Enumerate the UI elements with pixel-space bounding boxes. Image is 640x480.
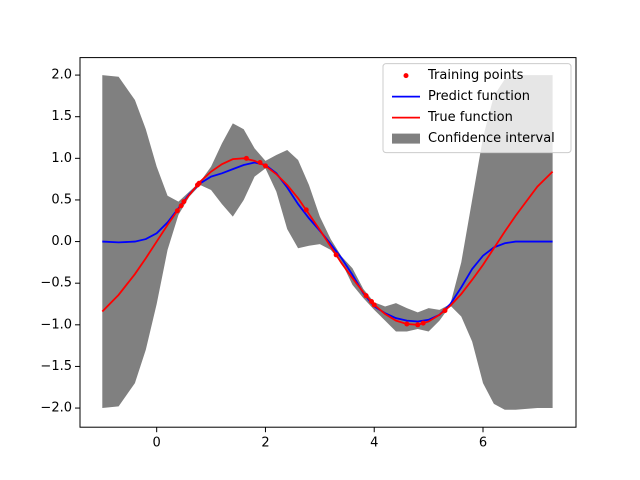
y-tick-label: −0.5 bbox=[40, 276, 72, 291]
y-tick-label: 1.5 bbox=[51, 109, 72, 124]
x-tick-label: 6 bbox=[479, 436, 487, 451]
point bbox=[442, 308, 448, 314]
legend-box bbox=[382, 63, 572, 154]
plot-area bbox=[101, 75, 554, 410]
point bbox=[371, 302, 377, 308]
y-tick-label: −2.0 bbox=[40, 401, 72, 416]
x-tick-label: 2 bbox=[261, 436, 269, 451]
point bbox=[363, 293, 369, 299]
legend-label: True function bbox=[427, 110, 513, 125]
y-tick-label: 0.5 bbox=[51, 192, 72, 207]
legend-label: Training points bbox=[427, 68, 524, 83]
legend: Training points Predict function True func… bbox=[382, 63, 572, 154]
point bbox=[303, 207, 309, 213]
point bbox=[369, 299, 375, 305]
point bbox=[178, 203, 184, 209]
legend-patch bbox=[392, 133, 420, 144]
point bbox=[333, 252, 339, 258]
point bbox=[404, 321, 410, 327]
axes-frame bbox=[79, 57, 577, 428]
point bbox=[420, 320, 426, 326]
point bbox=[415, 322, 421, 328]
legend-marker bbox=[403, 73, 409, 79]
point bbox=[243, 155, 249, 161]
x-tick-label: 4 bbox=[370, 436, 378, 451]
y-tick-label: −1.5 bbox=[40, 359, 72, 374]
x-tick-label: 0 bbox=[153, 436, 161, 451]
legend-label: Confidence interval bbox=[428, 131, 555, 146]
y-tick-label: 0.0 bbox=[51, 234, 72, 249]
point bbox=[174, 208, 180, 214]
point bbox=[196, 180, 202, 186]
y-tick-label: −1.0 bbox=[40, 317, 72, 332]
point bbox=[181, 199, 187, 205]
legend-label: Predict function bbox=[428, 89, 530, 104]
point bbox=[257, 159, 263, 165]
y-tick-label: 1.0 bbox=[51, 151, 72, 166]
point bbox=[262, 163, 268, 169]
y-tick-label: 2.0 bbox=[51, 68, 72, 83]
